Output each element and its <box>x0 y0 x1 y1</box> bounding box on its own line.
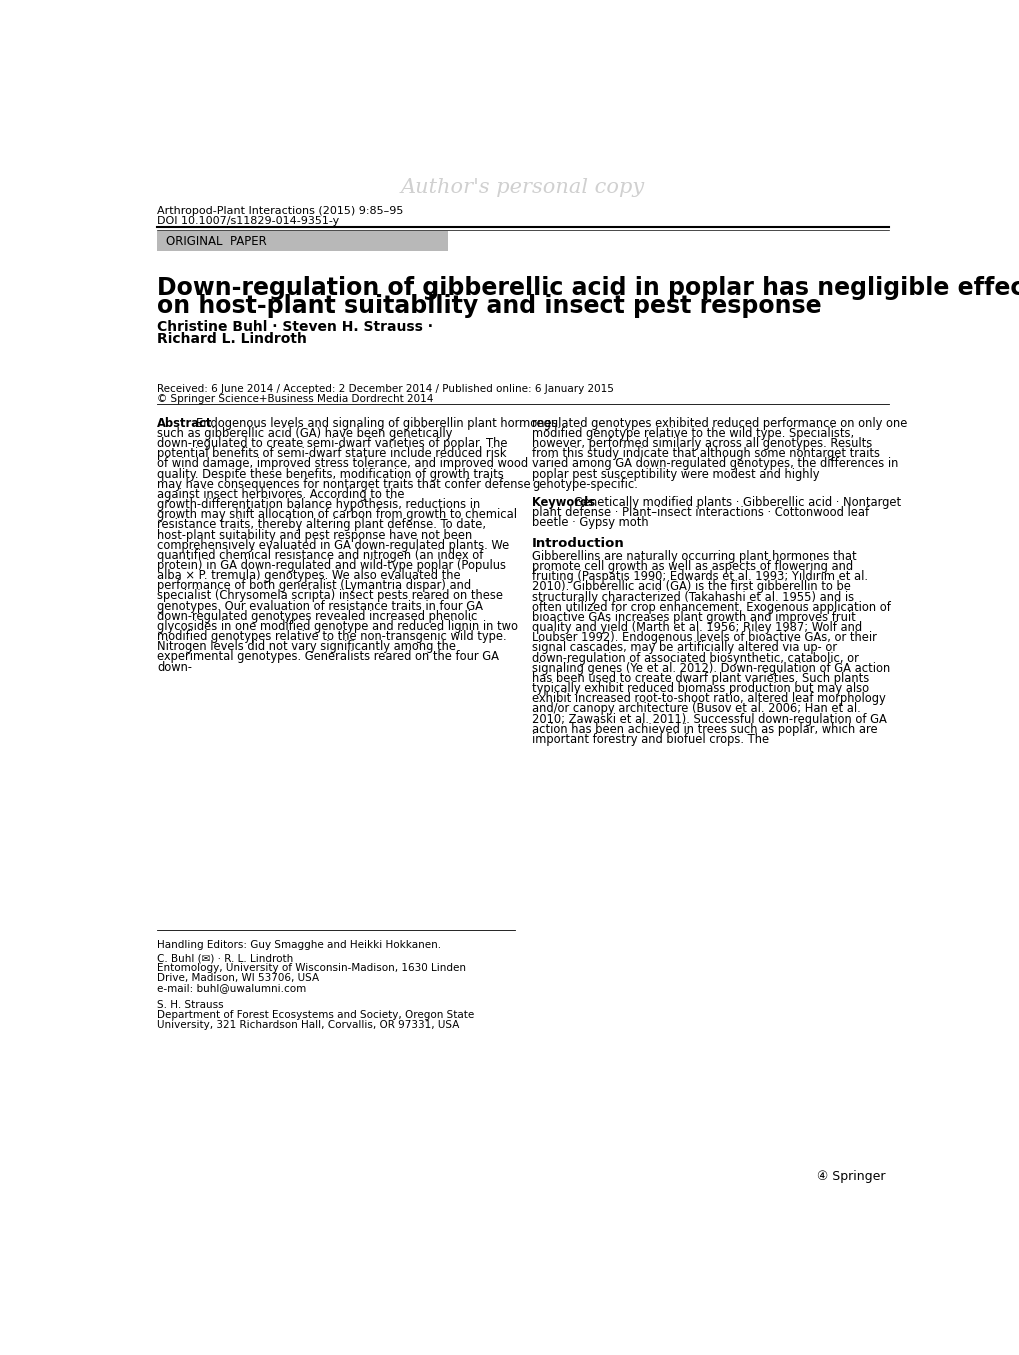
Text: ORIGINAL  PAPER: ORIGINAL PAPER <box>166 234 267 248</box>
Text: on host-plant suitability and insect pest response: on host-plant suitability and insect pes… <box>157 294 820 318</box>
Text: Arthropod-Plant Interactions (2015) 9:85–95: Arthropod-Plant Interactions (2015) 9:85… <box>157 206 403 217</box>
Text: alba × P. tremula) genotypes. We also evaluated the: alba × P. tremula) genotypes. We also ev… <box>157 569 461 583</box>
Text: DOI 10.1007/s11829-014-9351-y: DOI 10.1007/s11829-014-9351-y <box>157 217 339 226</box>
Text: University, 321 Richardson Hall, Corvallis, OR 97331, USA: University, 321 Richardson Hall, Corvall… <box>157 1020 459 1030</box>
Text: beetle · Gypsy moth: beetle · Gypsy moth <box>532 516 648 528</box>
Text: Christine Buhl · Steven H. Strauss ·: Christine Buhl · Steven H. Strauss · <box>157 320 432 335</box>
Text: modified genotype relative to the wild type. Specialists,: modified genotype relative to the wild t… <box>532 427 853 440</box>
Text: varied among GA down-regulated genotypes, the differences in: varied among GA down-regulated genotypes… <box>532 458 898 470</box>
Text: performance of both generalist (Lymantria dispar) and: performance of both generalist (Lymantri… <box>157 580 471 592</box>
Text: down-regulation of associated biosynthetic, catabolic, or: down-regulation of associated biosynthet… <box>532 652 858 664</box>
Text: regulated genotypes exhibited reduced performance on only one: regulated genotypes exhibited reduced pe… <box>532 417 907 430</box>
Text: Nitrogen levels did not vary significantly among the: Nitrogen levels did not vary significant… <box>157 641 455 653</box>
Text: genotypes. Our evaluation of resistance traits in four GA: genotypes. Our evaluation of resistance … <box>157 600 482 612</box>
Text: Department of Forest Ecosystems and Society, Oregon State: Department of Forest Ecosystems and Soci… <box>157 1011 474 1020</box>
Text: promote cell growth as well as aspects of flowering and: promote cell growth as well as aspects o… <box>532 560 852 573</box>
Text: genotype-specific.: genotype-specific. <box>532 478 637 491</box>
Text: glycosides in one modified genotype and reduced lignin in two: glycosides in one modified genotype and … <box>157 621 518 633</box>
Text: Gibberellins are naturally occurring plant hormones that: Gibberellins are naturally occurring pla… <box>532 550 856 562</box>
Text: experimental genotypes. Generalists reared on the four GA: experimental genotypes. Generalists rear… <box>157 650 498 664</box>
Text: resistance traits, thereby altering plant defense. To date,: resistance traits, thereby altering plan… <box>157 519 485 531</box>
Text: Author's personal copy: Author's personal copy <box>400 178 644 196</box>
Text: structurally characterized (Takahashi et al. 1955) and is: structurally characterized (Takahashi et… <box>532 591 853 603</box>
Text: quality and yield (Marth et al. 1956; Riley 1987; Wolf and: quality and yield (Marth et al. 1956; Ri… <box>532 621 861 634</box>
Text: Received: 6 June 2014 / Accepted: 2 December 2014 / Published online: 6 January : Received: 6 June 2014 / Accepted: 2 Dece… <box>157 383 613 393</box>
Text: ④ Springer: ④ Springer <box>816 1169 884 1183</box>
Text: action has been achieved in trees such as poplar, which are: action has been achieved in trees such a… <box>532 722 876 736</box>
Text: against insect herbivores. According to the: against insect herbivores. According to … <box>157 488 405 501</box>
Text: e-mail: buhl@uwalumni.com: e-mail: buhl@uwalumni.com <box>157 984 306 993</box>
Text: typically exhibit reduced biomass production but may also: typically exhibit reduced biomass produc… <box>532 682 868 695</box>
Text: Keywords: Keywords <box>532 496 595 508</box>
Text: Richard L. Lindroth: Richard L. Lindroth <box>157 332 307 346</box>
Text: of wind damage, improved stress tolerance, and improved wood: of wind damage, improved stress toleranc… <box>157 458 528 470</box>
Text: bioactive GAs increases plant growth and improves fruit: bioactive GAs increases plant growth and… <box>532 611 855 623</box>
Text: S. H. Strauss: S. H. Strauss <box>157 1000 223 1011</box>
Text: from this study indicate that although some nontarget traits: from this study indicate that although s… <box>532 447 879 461</box>
Text: fruiting (Paspatis 1990; Edwards et al. 1993; Yıldırım et al.: fruiting (Paspatis 1990; Edwards et al. … <box>532 570 867 583</box>
Text: growth may shift allocation of carbon from growth to chemical: growth may shift allocation of carbon fr… <box>157 508 517 522</box>
Text: has been used to create dwarf plant varieties. Such plants: has been used to create dwarf plant vari… <box>532 672 868 684</box>
Text: and/or canopy architecture (Busov et al. 2006; Han et al.: and/or canopy architecture (Busov et al.… <box>532 702 860 715</box>
Text: Down-regulation of gibberellic acid in poplar has negligible effects: Down-regulation of gibberellic acid in p… <box>157 276 1019 299</box>
Text: host-plant suitability and pest response have not been: host-plant suitability and pest response… <box>157 528 472 542</box>
Text: poplar pest susceptibility were modest and highly: poplar pest susceptibility were modest a… <box>532 467 818 481</box>
Text: plant defense · Plant–insect interactions · Cottonwood leaf: plant defense · Plant–insect interaction… <box>532 505 868 519</box>
Text: important forestry and biofuel crops. The: important forestry and biofuel crops. Th… <box>532 733 768 745</box>
Text: growth-differentiation balance hypothesis, reductions in: growth-differentiation balance hypothesi… <box>157 499 480 511</box>
Text: Genetically modified plants · Gibberellic acid · Nontarget: Genetically modified plants · Gibberelli… <box>574 496 900 508</box>
Text: may have consequences for nontarget traits that confer defense: may have consequences for nontarget trai… <box>157 478 530 491</box>
Text: signal cascades, may be artificially altered via up- or: signal cascades, may be artificially alt… <box>532 641 837 654</box>
FancyBboxPatch shape <box>157 232 447 251</box>
Text: Introduction: Introduction <box>532 537 625 550</box>
Text: comprehensively evaluated in GA down-regulated plants. We: comprehensively evaluated in GA down-reg… <box>157 539 508 551</box>
Text: often utilized for crop enhancement. Exogenous application of: often utilized for crop enhancement. Exo… <box>532 600 890 614</box>
Text: down-regulated to create semi-dwarf varieties of poplar. The: down-regulated to create semi-dwarf vari… <box>157 438 507 450</box>
Text: © Springer Science+Business Media Dordrecht 2014: © Springer Science+Business Media Dordre… <box>157 393 433 404</box>
Text: Drive, Madison, WI 53706, USA: Drive, Madison, WI 53706, USA <box>157 973 319 984</box>
Text: signaling genes (Ye et al. 2012). Down-regulation of GA action: signaling genes (Ye et al. 2012). Down-r… <box>532 661 890 675</box>
Text: down-regulated genotypes revealed increased phenolic: down-regulated genotypes revealed increa… <box>157 610 477 623</box>
Text: such as gibberellic acid (GA) have been genetically: such as gibberellic acid (GA) have been … <box>157 427 451 440</box>
Text: Abstract: Abstract <box>157 417 212 430</box>
Text: potential benefits of semi-dwarf stature include reduced risk: potential benefits of semi-dwarf stature… <box>157 447 506 461</box>
Text: Entomology, University of Wisconsin-Madison, 1630 Linden: Entomology, University of Wisconsin-Madi… <box>157 963 466 973</box>
Text: C. Buhl (✉) · R. L. Lindroth: C. Buhl (✉) · R. L. Lindroth <box>157 954 292 963</box>
Text: Loubser 1992). Endogenous levels of bioactive GAs, or their: Loubser 1992). Endogenous levels of bioa… <box>532 631 876 644</box>
Text: quantified chemical resistance and nitrogen (an index of: quantified chemical resistance and nitro… <box>157 549 483 562</box>
Text: Endogenous levels and signaling of gibberellin plant hormones: Endogenous levels and signaling of gibbe… <box>197 417 557 430</box>
Text: protein) in GA down-regulated and wild-type poplar (Populus: protein) in GA down-regulated and wild-t… <box>157 560 505 572</box>
Text: however, performed similarly across all genotypes. Results: however, performed similarly across all … <box>532 438 871 450</box>
Text: Handling Editors: Guy Smagghe and Heikki Hokkanen.: Handling Editors: Guy Smagghe and Heikki… <box>157 939 440 950</box>
Text: modified genotypes relative to the non-transgenic wild type.: modified genotypes relative to the non-t… <box>157 630 506 644</box>
Text: exhibit increased root-to-shoot ratio, altered leaf morphology: exhibit increased root-to-shoot ratio, a… <box>532 692 884 705</box>
Text: down-: down- <box>157 661 192 673</box>
Text: 2010; Zawaski et al. 2011). Successful down-regulation of GA: 2010; Zawaski et al. 2011). Successful d… <box>532 713 887 725</box>
Text: quality. Despite these benefits, modification of growth traits: quality. Despite these benefits, modific… <box>157 467 503 481</box>
Text: specialist (Chrysomela scripta) insect pests reared on these: specialist (Chrysomela scripta) insect p… <box>157 589 502 603</box>
Text: 2010). Gibberellic acid (GA) is the first gibberellin to be: 2010). Gibberellic acid (GA) is the firs… <box>532 580 850 593</box>
